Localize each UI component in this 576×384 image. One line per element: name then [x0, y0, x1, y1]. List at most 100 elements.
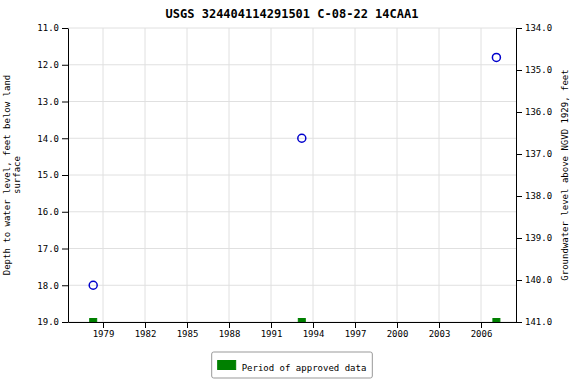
- grid-line: [68, 28, 516, 29]
- tick-label: 12.0: [37, 60, 59, 70]
- tick: 1988: [219, 322, 241, 339]
- tick: 134.0: [516, 23, 552, 33]
- tick-mark: [516, 154, 522, 155]
- tick-mark: [271, 322, 272, 328]
- series: [89, 53, 500, 289]
- tick: 14.0: [37, 134, 68, 144]
- tick-mark: [313, 322, 314, 328]
- y-axis: 11.0 12.0 13.0 14.0 15.0 16.0 17.0 18.0 19.0: [37, 23, 68, 327]
- chart: 1979 1982 1985 1988 1991 1994 1997 2000 2003 2006…: [0, 0, 576, 384]
- tick: 1994: [303, 322, 325, 339]
- grid-line: [68, 248, 516, 249]
- tick-mark: [397, 322, 398, 328]
- tick-mark: [103, 322, 104, 328]
- tick: 2006: [471, 322, 493, 339]
- tick: 13.0: [37, 97, 68, 107]
- tick-label: 13.0: [37, 97, 59, 107]
- tick-label: 14.0: [37, 134, 59, 144]
- tick: 17.0: [37, 244, 68, 254]
- point: [89, 281, 97, 289]
- marks: [89, 53, 500, 322]
- axis-line: [68, 29, 69, 323]
- tick-label: 2006: [471, 329, 493, 339]
- tick-label: 136.0: [525, 107, 552, 117]
- tick: 139.0: [516, 233, 552, 243]
- tick-label: 1985: [177, 329, 199, 339]
- tick-mark: [187, 322, 188, 328]
- y2-axis-label: Groundwater level above NGVD 1929, feet: [560, 69, 570, 280]
- tick-label: 135.0: [525, 65, 552, 75]
- grid-line: [68, 175, 516, 176]
- tick: 1991: [261, 322, 283, 339]
- legend-label: Period of approved data: [242, 363, 367, 373]
- tick: 19.0: [37, 317, 68, 327]
- tick-mark: [355, 322, 356, 328]
- title: USGS 324404114291501 C-08-22 14CAA1: [166, 7, 419, 21]
- tick-mark: [62, 65, 68, 66]
- tick-label: 134.0: [525, 23, 552, 33]
- tick-mark: [62, 285, 68, 286]
- axis-line: [516, 29, 517, 323]
- grid-line: [68, 64, 516, 65]
- legend-frame: [212, 352, 373, 378]
- tick-mark: [62, 249, 68, 250]
- tick-mark: [62, 102, 68, 103]
- point: [492, 53, 500, 61]
- tick-mark: [62, 322, 68, 323]
- tick-mark: [439, 322, 440, 328]
- tick: 1982: [135, 322, 157, 339]
- tick: 1985: [177, 322, 199, 339]
- tick: 135.0: [516, 65, 552, 75]
- tick: 2003: [429, 322, 451, 339]
- tick-mark: [481, 322, 482, 328]
- tick: 141.0: [516, 317, 552, 327]
- y2-axis: 141.0 140.0 139.0 138.0 137.0 136.0 135.0 134.0: [516, 23, 552, 327]
- square-marker: [493, 319, 500, 323]
- y-axis-label: Depth to water level, feet below landsur…: [2, 75, 22, 275]
- x-axis: 1979 1982 1985 1988 1991 1994 1997 2000 2003 2006: [69, 322, 517, 339]
- legend-swatch: [218, 361, 236, 370]
- tick-label: 15.0: [37, 170, 59, 180]
- grid-line: [68, 211, 516, 212]
- tick-mark: [145, 322, 146, 328]
- tick-mark: [62, 138, 68, 139]
- tick: 137.0: [516, 149, 552, 159]
- grid-line: [68, 138, 516, 139]
- tick: 136.0: [516, 107, 552, 117]
- plot: 1979 1982 1985 1988 1991 1994 1997 2000 2003 2006…: [2, 23, 570, 339]
- tick: 140.0: [516, 275, 552, 285]
- tick-label: 1979: [93, 329, 115, 339]
- tick-mark: [516, 322, 522, 323]
- axis-line: [69, 322, 517, 323]
- tick: 1979: [93, 322, 115, 339]
- tick-label: 138.0: [525, 191, 552, 201]
- tick: 2000: [387, 322, 409, 339]
- tick-label: 137.0: [525, 149, 552, 159]
- point: [298, 134, 306, 142]
- series: [90, 319, 500, 323]
- tick-mark: [516, 196, 522, 197]
- tick-mark: [229, 322, 230, 328]
- tick-mark: [62, 212, 68, 213]
- tick-label: 139.0: [525, 233, 552, 243]
- tick-label: 1991: [261, 329, 283, 339]
- tick-label: 140.0: [525, 275, 552, 285]
- tick-label: 1994: [303, 329, 325, 339]
- grid-line: [68, 101, 516, 102]
- tick-label: 1997: [345, 329, 367, 339]
- tick-label: 16.0: [37, 207, 59, 217]
- tick: 11.0: [37, 23, 68, 33]
- tick-mark: [516, 238, 522, 239]
- square-marker: [298, 319, 305, 323]
- tick-mark: [62, 28, 68, 29]
- tick-mark: [62, 175, 68, 176]
- grid: [68, 28, 516, 322]
- tick: 18.0: [37, 281, 68, 291]
- grid-line: [68, 322, 516, 323]
- tick-label: 1982: [135, 329, 157, 339]
- square-marker: [90, 319, 97, 323]
- tick: 1997: [345, 322, 367, 339]
- tick-label: 17.0: [37, 244, 59, 254]
- tick-label: 1988: [219, 329, 241, 339]
- tick-label: 19.0: [37, 317, 59, 327]
